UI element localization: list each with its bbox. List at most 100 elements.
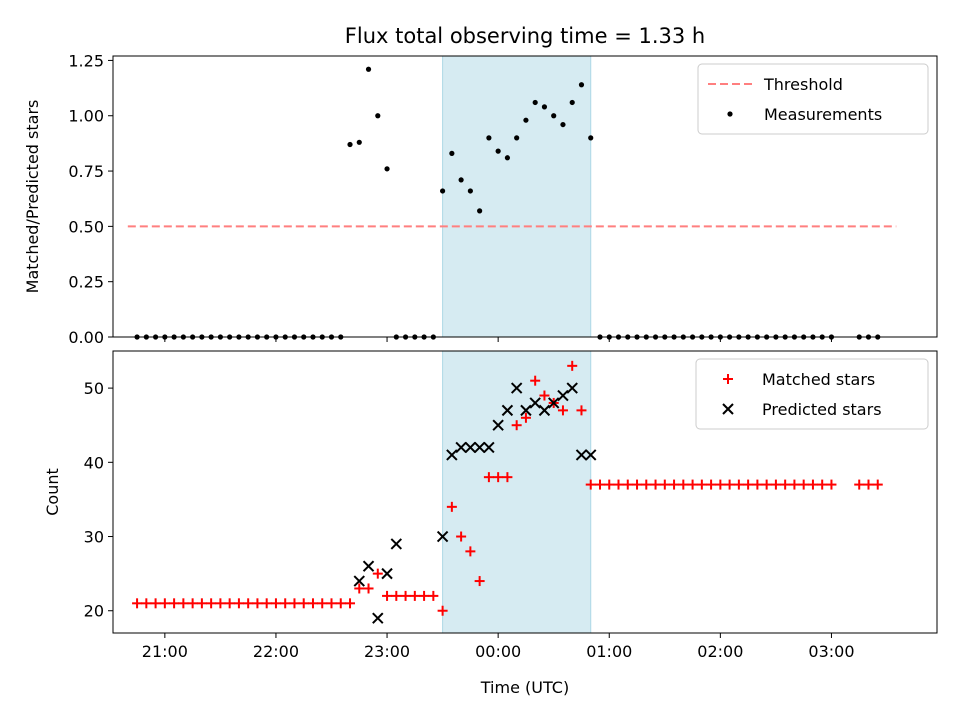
axes-frame [112,55,938,338]
matched-star-marker [428,590,439,601]
matched-star-marker [650,479,661,490]
matched-star-marker [261,598,272,609]
measurement-point [486,135,492,141]
matched-star-marker [604,479,615,490]
matched-star-marker [456,531,467,542]
matched-star-marker [409,590,420,601]
y-tick-label: 40 [84,453,104,472]
matched-star-marker [169,598,180,609]
predicted-star-marker [520,404,532,417]
y-tick-label: 0.75 [68,162,104,181]
matched-star-marker [187,598,198,609]
predicted-star-marker [566,382,578,394]
measurement-point [449,150,455,156]
matched-star-marker [613,479,624,490]
matched-star-marker [511,420,522,431]
matched-star-marker [446,501,457,512]
predicted-star-marker [455,441,467,454]
predicted-star-marker [492,419,504,431]
predicted-star-marker [585,449,597,461]
matched-star-marker [632,479,643,490]
matched-star-marker [437,605,448,616]
y-tick-label: 1.25 [68,51,104,70]
predicted-star-marker [501,404,514,417]
matched-star-marker [215,598,226,609]
matched-star-marker [659,479,670,490]
x-tick-label: 03:00 [808,642,854,661]
measurement-point [541,104,548,110]
shaded-span [442,350,592,634]
y-axis-label: Count [43,468,62,516]
matched-star-marker [863,479,874,490]
x-axis-label: Time (UTC) [480,678,569,697]
matched-star-marker [530,375,541,386]
matched-star-marker [252,598,263,609]
x-tick-label: 02:00 [697,642,743,661]
measurement-point [532,99,538,106]
x-tick-label: 21:00 [142,642,188,661]
legend-label: Matched stars [762,370,875,389]
measurement-point [375,113,381,119]
matched-star-marker [382,590,393,601]
predicted-star-marker [483,441,495,454]
legend: Threshold Measurements [697,63,929,135]
matched-star-marker [289,598,300,609]
measurement-point [569,99,575,106]
matched-star-marker [669,479,680,490]
y-tick-label: 0.25 [68,273,104,292]
legend-box [697,63,929,135]
legend-label: Predicted stars [762,400,882,419]
matched-star-marker [335,598,346,609]
x-tick-label: 22:00 [253,642,299,661]
predicted-star-marker [575,449,588,461]
matched-star-marker [520,412,531,423]
matched-star-marker [798,479,809,490]
matched-star-marker [483,472,494,483]
matched-star-marker [557,405,568,416]
predicted-star-marker [446,449,458,461]
y-tick-label: 0.50 [68,217,104,236]
matched-star-marker [687,479,698,490]
predicted-star-marker [362,560,375,572]
legend-box [695,358,929,430]
measurement-point [588,135,594,141]
matched-star-marker [159,598,170,609]
matched-star-marker [196,598,207,609]
axes-frame [112,350,938,634]
matched-star-marker [132,598,143,609]
matched-star-marker [224,598,235,609]
legend-label: Measurements [764,105,882,124]
y-tick-label: 50 [84,379,104,398]
measurement-point [356,139,362,145]
predicted-star-marker [538,404,551,417]
matched-star-marker [345,598,356,609]
shaded-span [442,55,592,338]
predicted-star-marker [372,612,384,624]
legend-measurement-swatch [727,111,733,117]
matched-star-marker [826,479,837,490]
matched-star-marker [706,479,717,490]
matched-star-marker [233,598,244,609]
matched-star-marker [372,568,383,579]
matched-star-marker [872,479,883,490]
matched-star-marker [307,598,318,609]
matched-star-marker [354,583,365,594]
matched-star-marker [733,479,744,490]
y-tick-label: 0.00 [68,328,104,347]
matched-star-marker [585,479,596,490]
matched-star-marker [150,598,161,609]
matched-star-marker [178,598,189,609]
matched-star-marker [789,479,800,490]
predicted-star-marker [390,538,403,550]
matched-star-marker [770,479,781,490]
matched-star-marker [280,598,291,609]
matched-star-marker [298,598,309,609]
chart-title: Flux total observing time = 1.33 h [345,24,705,48]
matched-star-marker [780,479,791,490]
matched-star-marker [817,479,828,490]
matched-star-marker [539,390,550,401]
matched-star-marker [400,590,411,601]
measurement-point [347,141,353,148]
x-tick-label: 00:00 [475,642,521,661]
legend-label: Threshold [763,75,843,94]
